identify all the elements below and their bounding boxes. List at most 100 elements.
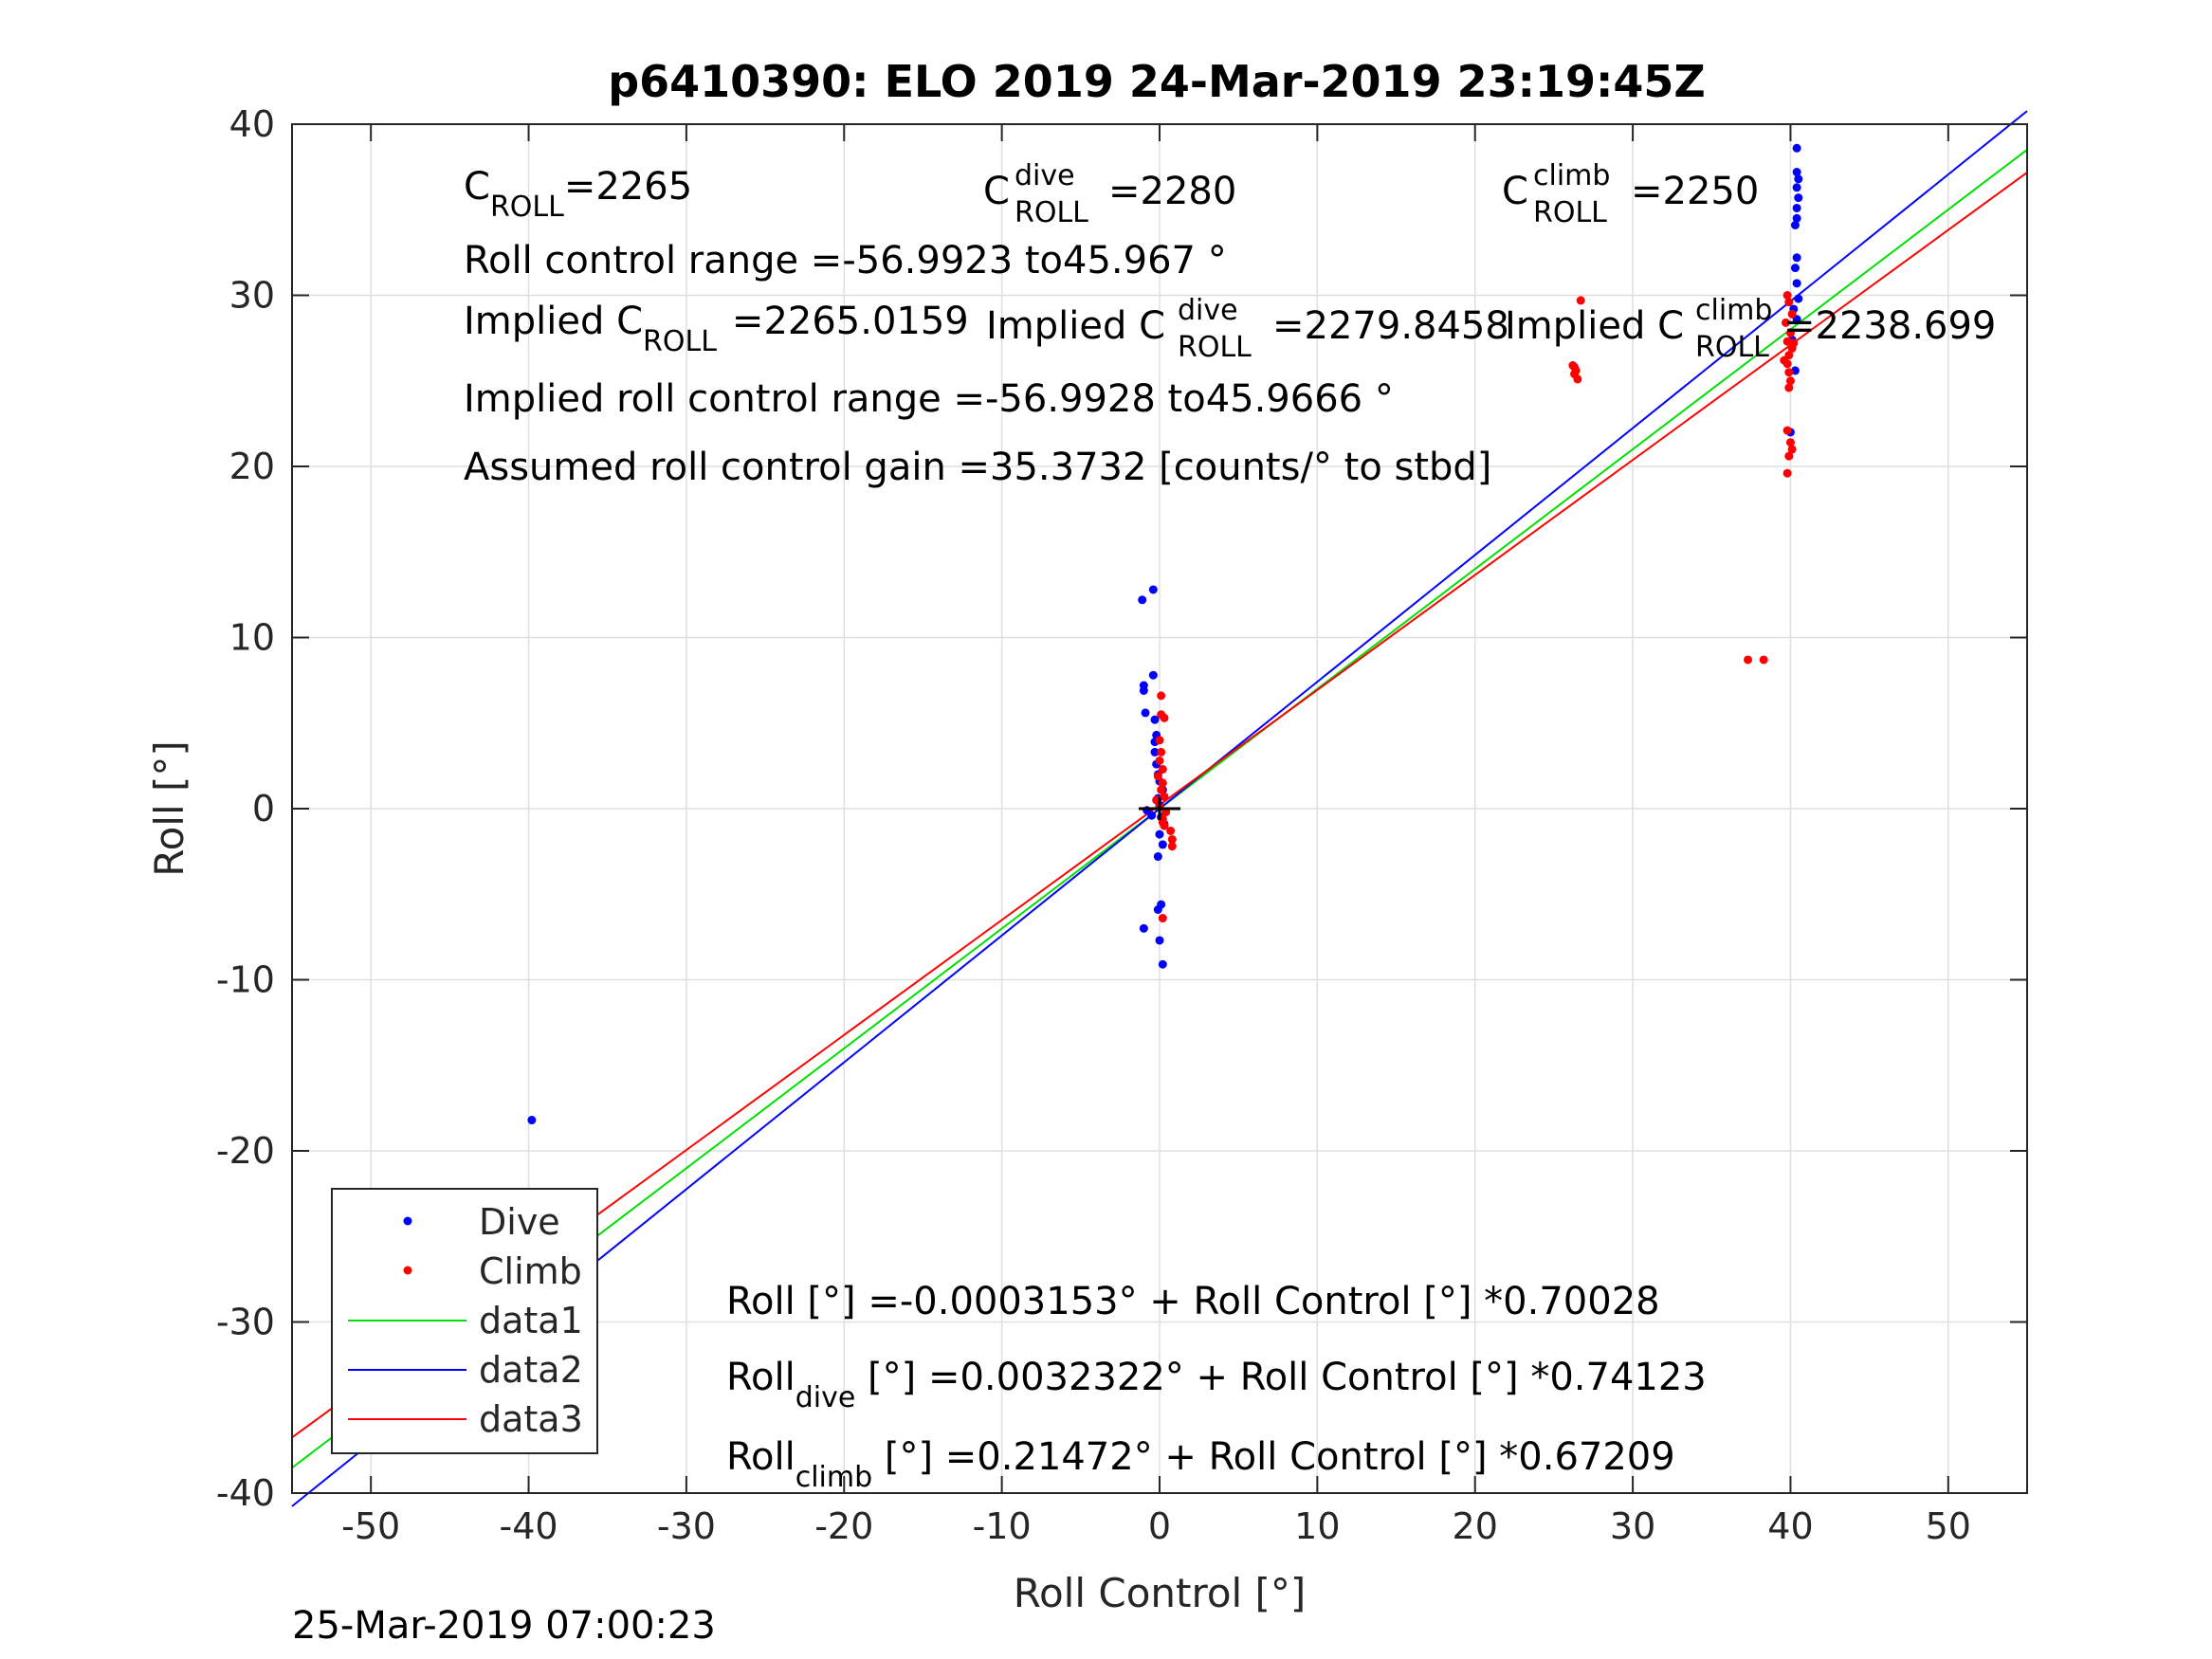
point-climb — [1785, 376, 1795, 386]
x-tick-label: 30 — [1610, 1505, 1655, 1547]
point-dive — [1792, 183, 1801, 192]
point-dive — [1792, 253, 1801, 263]
y-tick-label: -40 — [216, 1472, 275, 1514]
legend-label-data2: data2 — [479, 1349, 583, 1391]
annotation-implied-c-roll: Implied CROLL =2265.0159 — [464, 300, 969, 358]
point-climb — [1157, 747, 1166, 757]
annotation-c-roll-climb-base: C — [1502, 170, 1528, 213]
y-tick-labels: -40 -30 -20 -10 0 10 20 30 40 — [216, 103, 275, 1514]
annotation-c-roll: CROLL=2265 — [464, 165, 692, 224]
y-tick-label: 30 — [229, 275, 275, 317]
point-climb — [1155, 756, 1164, 765]
point-climb — [1785, 328, 1795, 337]
point-climb — [1573, 374, 1582, 384]
annotation-implied-c-roll-climb-sup: climb — [1695, 294, 1772, 327]
y-axis-label: Roll [°] — [146, 740, 192, 876]
annotation-c-roll-climb-value: =2250 — [1631, 170, 1759, 213]
point-dive — [1794, 174, 1803, 184]
footer-timestamp: 25-Mar-2019 07:00:23 — [292, 1604, 716, 1648]
x-tick-label: -30 — [657, 1505, 716, 1547]
point-climb — [1157, 785, 1166, 794]
annotation-implied-c-roll-dive-sup: dive — [1178, 294, 1238, 327]
point-climb — [1158, 914, 1167, 923]
axis-ticks — [292, 123, 2027, 1494]
point-dive — [1794, 193, 1803, 203]
annotations: CROLL=2265 C dive ROLL =2280 C climb ROL… — [464, 159, 1996, 1494]
y-tick-label: 40 — [229, 103, 275, 145]
annotation-c-roll-climb-sub: ROLL — [1533, 196, 1607, 229]
y-tick-label: 0 — [252, 788, 275, 830]
point-dive — [1139, 685, 1148, 695]
point-dive — [1148, 585, 1158, 594]
point-dive — [1153, 904, 1162, 914]
point-climb — [1759, 655, 1768, 665]
point-dive — [1153, 852, 1162, 862]
y-tick-label: 20 — [229, 446, 275, 487]
annotation-implied-c-roll-dive-value: =2279.8458 — [1272, 304, 1509, 348]
point-dive — [1158, 959, 1167, 969]
legend-marker-climb — [403, 1266, 412, 1275]
point-dive — [1147, 811, 1157, 820]
legend: Dive Climb data1 data2 data3 — [331, 1188, 598, 1454]
point-dive — [1790, 220, 1800, 229]
y-tick-label: -30 — [216, 1302, 275, 1343]
point-dive — [1148, 670, 1158, 680]
annotation-c-roll-climb-sup: climb — [1533, 159, 1610, 192]
annotation-c-roll-dive-sub: ROLL — [1015, 196, 1088, 229]
point-climb — [1155, 736, 1164, 745]
point-climb — [1158, 817, 1167, 827]
point-climb — [1782, 468, 1792, 478]
annotation-roll-control-range: Roll control range =-56.9923 to45.967 ° — [464, 239, 1227, 283]
point-dive — [527, 1116, 537, 1125]
legend-label-dive: Dive — [479, 1201, 560, 1243]
annotation-implied-c-roll-climb-sub: ROLL — [1695, 331, 1769, 364]
point-dive — [1792, 203, 1801, 212]
annotation-assumed-gain: Assumed roll control gain =35.3732 [coun… — [464, 446, 1491, 489]
annotation-fit-all: Roll [°] =-0.0003153° + Roll Control [°]… — [726, 1280, 1660, 1323]
annotation-implied-roll-control-range: Implied roll control range =-56.9928 to4… — [464, 377, 1394, 421]
point-climb — [1784, 451, 1794, 461]
x-tick-label: -20 — [814, 1505, 873, 1547]
legend-marker-dive — [403, 1216, 412, 1226]
point-dive — [1792, 143, 1801, 153]
point-climb — [1153, 772, 1162, 781]
x-tick-label: 0 — [1148, 1505, 1171, 1547]
y-tick-label: -10 — [216, 959, 275, 1001]
point-climb — [1784, 298, 1794, 307]
x-tick-labels: -50 -40 -30 -20 -10 0 10 20 30 40 50 — [341, 1505, 1971, 1547]
point-climb — [1787, 445, 1797, 454]
point-climb — [1789, 338, 1799, 348]
y-tick-label: -20 — [216, 1130, 275, 1172]
x-tick-label: -40 — [500, 1505, 558, 1547]
point-dive — [1792, 213, 1801, 223]
x-tick-label: 20 — [1453, 1505, 1498, 1547]
y-tick-label: 10 — [229, 617, 275, 659]
x-tick-label: -50 — [341, 1505, 400, 1547]
x-tick-label: 40 — [1767, 1505, 1813, 1547]
point-climb — [1780, 356, 1789, 365]
point-dive — [1138, 595, 1147, 605]
annotation-fit-climb: Rollclimb [°] =0.21472° + Roll Control [… — [726, 1435, 1675, 1494]
annotation-implied-c-roll-climb-value: =2238.699 — [1783, 304, 1996, 348]
point-climb — [1167, 842, 1177, 851]
legend-label-data1: data1 — [479, 1300, 583, 1341]
x-tick-label: 10 — [1294, 1505, 1340, 1547]
point-climb — [1576, 296, 1585, 305]
point-dive — [1792, 279, 1801, 288]
annotation-c-roll-dive-sup: dive — [1015, 159, 1075, 192]
annotation-implied-c-roll-dive-sub: ROLL — [1178, 331, 1252, 364]
point-climb — [1160, 792, 1169, 801]
point-climb — [1784, 368, 1794, 377]
point-climb — [1781, 318, 1790, 327]
annotation-implied-c-roll-dive-prefix: Implied C — [986, 304, 1165, 348]
point-dive — [1790, 264, 1800, 273]
point-climb — [1787, 309, 1797, 319]
x-axis-label: Roll Control [°] — [1014, 1570, 1307, 1616]
point-climb — [1158, 778, 1167, 788]
point-climb — [1167, 834, 1177, 844]
chart-title: p6410390: ELO 2019 24-Mar-2019 23:19:45Z — [608, 56, 1706, 107]
point-climb — [1785, 438, 1795, 447]
x-tick-label: 50 — [1926, 1505, 1971, 1547]
x-tick-label: -10 — [973, 1505, 1032, 1547]
